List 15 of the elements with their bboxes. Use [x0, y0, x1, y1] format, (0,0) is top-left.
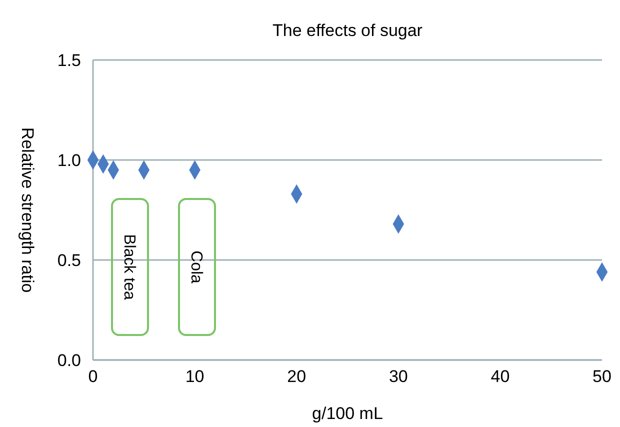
- x-tick-label: 30: [388, 367, 408, 386]
- x-tick-label: 20: [287, 367, 306, 386]
- annotation: Black tea: [120, 234, 138, 300]
- y-tick-label: 0.5: [57, 250, 81, 270]
- y-tick-label: 1.0: [57, 150, 81, 170]
- y-tick-label: 0.0: [57, 350, 81, 370]
- x-tick-label: 40: [490, 367, 510, 386]
- x-tick-label: 0: [88, 367, 98, 386]
- chart-title: The effects of sugar: [272, 21, 423, 40]
- annotation: Cola: [187, 250, 204, 284]
- x-tick-label: 10: [185, 367, 204, 386]
- y-tick-label: 1.5: [57, 50, 81, 70]
- x-tick-label: 50: [592, 367, 612, 386]
- y-axis-title: Relative strength ratio: [18, 127, 37, 293]
- x-axis-title: g/100 mL: [312, 404, 383, 423]
